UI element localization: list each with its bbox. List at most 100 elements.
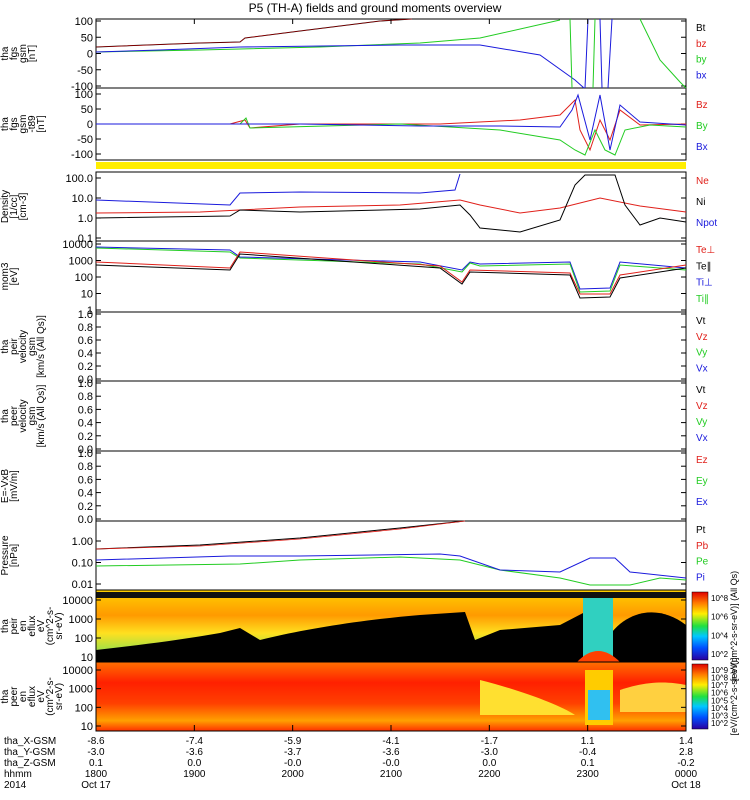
ytick-label: 1000 [69, 614, 93, 626]
colorbar-tick: 10^2 [711, 719, 729, 728]
ylabel-line: en [18, 691, 29, 702]
ytick-label: 1 [87, 305, 93, 317]
legend-Ni: Ni [696, 197, 705, 208]
series-Ne [95, 197, 687, 214]
ylabel-line: (cm^2-s- [45, 677, 56, 716]
colorbar-tick: 10^4 [711, 704, 729, 713]
xaxis-row-label: tha_X-GSM [4, 736, 56, 747]
xtick-label: -3.0 [481, 747, 499, 758]
ylabel-line: tha [0, 46, 11, 60]
legend-Ez: Ez [696, 455, 708, 466]
ytick-label: 1.0 [78, 448, 93, 460]
ylabel-line: [km/s (All Qs)] [36, 384, 47, 447]
panel-frame-4 [95, 240, 687, 313]
ylabel-line: gsm [27, 337, 38, 356]
ylabel-line: peer [9, 686, 20, 707]
legend-bx: bx [696, 70, 707, 81]
ytick-label: 10 [81, 721, 93, 733]
legend-Vy: Vy [696, 348, 707, 359]
legend-Vz: Vz [696, 401, 708, 412]
ylabel-line: gsm [27, 407, 38, 426]
xtick-label: 1.1 [581, 736, 595, 747]
colorbar-tick: 10^8 [711, 594, 729, 603]
panel-frame-8 [95, 520, 687, 591]
legend-Ex: Ex [696, 497, 708, 508]
heatmap-cyan-band [583, 592, 613, 658]
ylabel-line: eflux [27, 615, 38, 636]
panel-frame-7 [95, 450, 687, 522]
legend-Bt: Bt [696, 23, 706, 34]
ytick-label: 100 [75, 702, 93, 714]
ylabel-line: peer [9, 405, 20, 426]
series-Pb [95, 520, 466, 550]
ytick-label: 0.01 [72, 579, 93, 591]
ylabel-4: mom3[eV] [0, 262, 20, 290]
colorbar-label: [eV/(cm^2-s-sr-eV)] (All Qs) [729, 571, 739, 681]
ylabel-3: Density[1/cc][cm-3] [0, 190, 29, 223]
ytick-label: 100 [75, 89, 93, 101]
ylabel-line: Pressure [0, 535, 11, 575]
heatmap-red-arc [577, 651, 620, 662]
ylabel-line: gsm [18, 44, 29, 63]
series-Pt [95, 520, 466, 550]
ylabel-line: E=-VxB [0, 469, 11, 504]
ylabel-line: sr-eV) [54, 612, 65, 639]
ylabel-line: [mV/m] [9, 470, 20, 502]
series-By [96, 117, 687, 156]
panel-frame-6 [95, 380, 687, 452]
legend-Vx: Vx [696, 433, 708, 444]
series-Ni [95, 174, 687, 233]
heatmap-dark-region [612, 612, 686, 662]
panel-frame-1 [95, 18, 687, 89]
ylabel-line: en [18, 620, 29, 631]
ylabel-line: peir [9, 617, 20, 634]
legend-by: by [696, 55, 707, 66]
ylabel-line: fgs [9, 47, 20, 60]
ylabel-line: [nT] [27, 45, 38, 62]
xaxis-row-label: tha_Y-GSM [4, 747, 55, 758]
ylabel-line: gsm [18, 115, 29, 134]
heatmap-dark-region [96, 612, 585, 662]
xtick-label: 0000 [675, 769, 698, 780]
legend-Te⊥: Te⊥ [696, 245, 715, 256]
ylabel-line: fgs [9, 117, 20, 130]
xtick-label: 0.0 [187, 758, 201, 769]
xtick-label: -1.7 [481, 736, 499, 747]
heatmap-cyan-band [588, 690, 610, 720]
ylabel-line: tha [0, 409, 11, 423]
legend-Vt: Vt [696, 316, 706, 327]
xtick-label: -8.6 [87, 736, 105, 747]
xtick-label: -3.6 [382, 747, 400, 758]
heatmap-1 [96, 590, 686, 662]
ylabel-line: mom3 [0, 262, 11, 290]
ylabel-line: velocity [18, 330, 29, 363]
colorbar-tick: 10^5 [711, 696, 729, 705]
ytick-label: 0.2 [78, 361, 93, 373]
legend-Ey: Ey [696, 476, 708, 487]
legend-bz: bz [696, 39, 707, 50]
ylabel-7: E=-VxB[mV/m] [0, 469, 20, 504]
ytick-label: 0.8 [78, 461, 93, 473]
xtick-label: 2100 [380, 769, 403, 780]
ylabel-line: [nPa] [9, 544, 20, 568]
series-Npot [95, 173, 461, 206]
series-bx [95, 44, 585, 89]
xtick-label: 0.1 [581, 758, 595, 769]
ylabel-line: tha [0, 117, 11, 131]
legend-Vy: Vy [696, 417, 707, 428]
ylabel-line: [1/cc] [9, 194, 20, 218]
ytick-label: 0.0 [78, 444, 93, 456]
ytick-label: 10 [81, 652, 93, 664]
legend-Bx: Bx [696, 142, 708, 153]
ytick-label: 50 [81, 32, 93, 44]
series-bx-spikes [584, 18, 613, 89]
xtick-label: -3.7 [284, 747, 302, 758]
xtick-label: -5.9 [284, 736, 302, 747]
colorbar-tick: 10^8 [711, 674, 729, 683]
yellow-bar [96, 162, 686, 169]
colorbar-9 [691, 663, 709, 730]
